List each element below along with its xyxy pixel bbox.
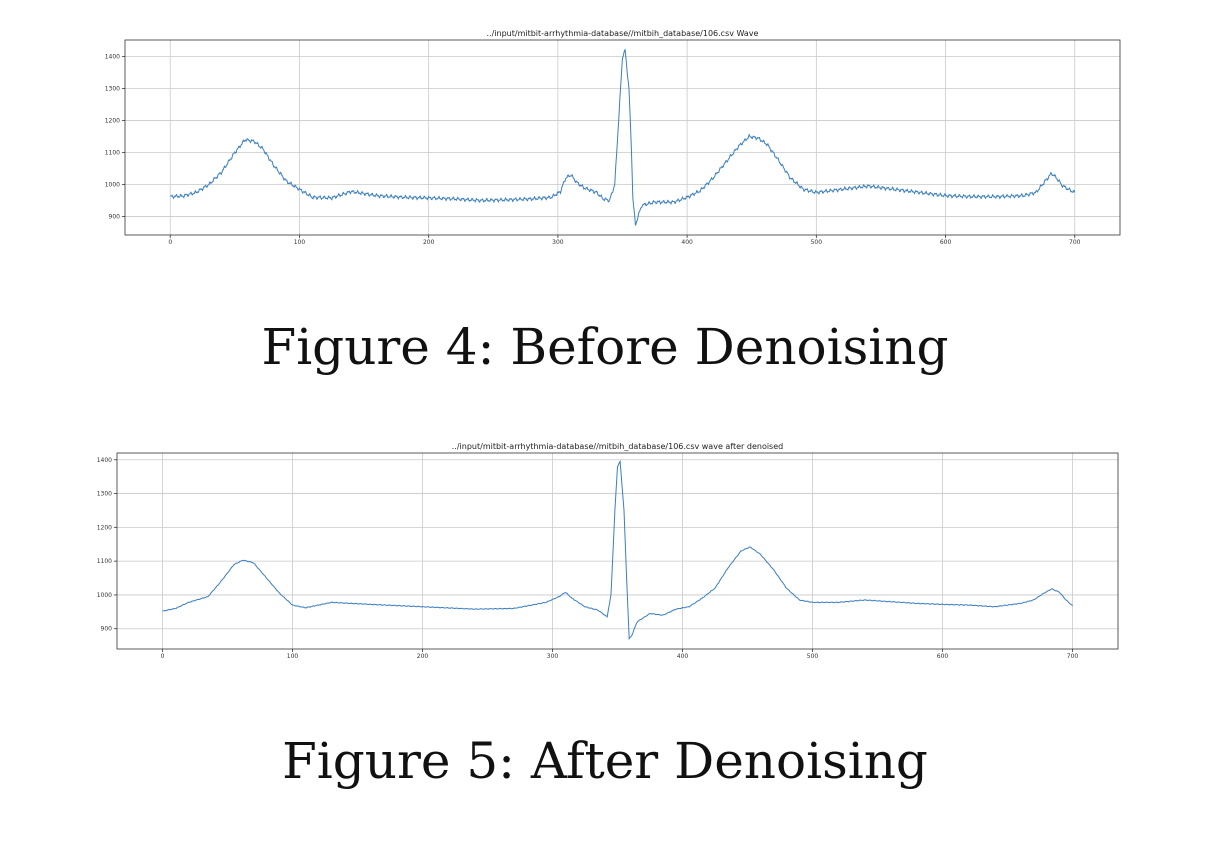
figure-before-denoising: ../input/mitbit-arrhythmia-database//mit… <box>0 0 1210 260</box>
caption-figure-4: Figure 4: Before Denoising <box>261 318 949 376</box>
plot-frame <box>116 452 1119 650</box>
chart-title: ../input/mitbit-arrhythmia-database//mit… <box>452 442 783 451</box>
y-tick-label: 1100 <box>97 558 112 565</box>
series-line <box>162 459 1073 641</box>
caption-figure-5: Figure 5: After Denoising <box>282 732 928 790</box>
x-tick-label: 400 <box>677 653 689 660</box>
x-tick-label: 100 <box>294 239 306 246</box>
y-tick-label: 1300 <box>105 86 120 93</box>
chart-title: ../input/mitbit-arrhythmia-database//mit… <box>487 29 759 38</box>
y-tick-label: 1400 <box>105 54 120 61</box>
x-tick-label: 600 <box>937 653 949 660</box>
y-tick-label: 1100 <box>105 150 120 157</box>
ecg-chart-before: ../input/mitbit-arrhythmia-database//mit… <box>105 29 1121 246</box>
x-tick-label: 400 <box>681 239 693 246</box>
y-tick-label: 1300 <box>97 491 112 498</box>
y-tick-label: 1000 <box>105 181 120 188</box>
y-tick-label: 1200 <box>105 118 120 125</box>
x-tick-label: 300 <box>552 239 564 246</box>
x-tick-label: 200 <box>417 653 429 660</box>
y-tick-label: 1400 <box>97 457 112 464</box>
x-tick-label: 0 <box>161 653 165 660</box>
y-tick-label: 1200 <box>97 524 112 531</box>
y-tick-label: 900 <box>101 626 113 633</box>
x-tick-label: 0 <box>168 239 172 246</box>
figure-after-denoising: ../input/mitbit-arrhythmia-database//mit… <box>0 412 1210 672</box>
plot-frame <box>124 39 1121 236</box>
x-tick-label: 100 <box>287 653 299 660</box>
x-tick-label: 300 <box>547 653 559 660</box>
series-line <box>170 48 1076 226</box>
x-tick-label: 700 <box>1067 653 1079 660</box>
y-tick-label: 1000 <box>97 592 112 599</box>
x-tick-label: 500 <box>811 239 823 246</box>
x-tick-label: 500 <box>807 653 819 660</box>
x-tick-label: 700 <box>1069 239 1081 246</box>
ecg-chart-after: ../input/mitbit-arrhythmia-database//mit… <box>97 442 1119 660</box>
x-tick-label: 600 <box>940 239 952 246</box>
y-tick-label: 900 <box>109 213 121 220</box>
x-tick-label: 200 <box>423 239 435 246</box>
